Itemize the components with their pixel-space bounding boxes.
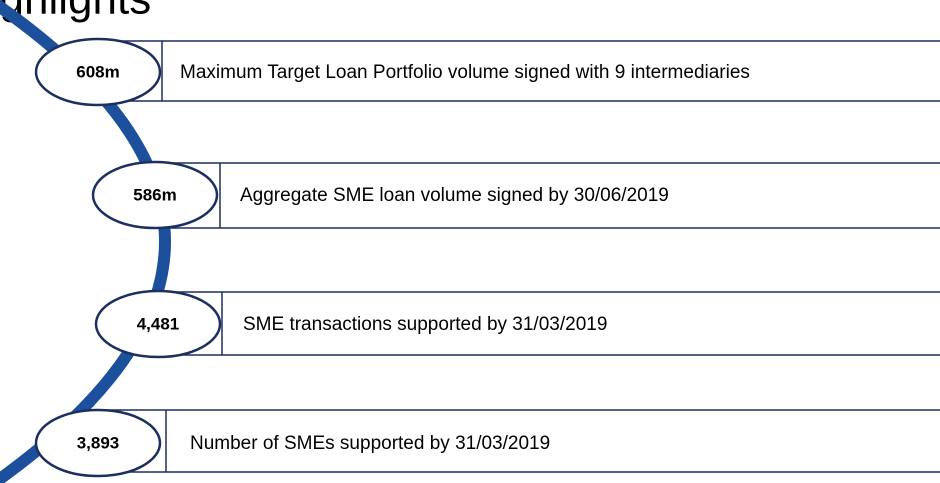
value: 4,481 <box>137 314 180 333</box>
value-bubble <box>91 160 219 230</box>
value-bubble <box>34 37 162 107</box>
description: Maximum Target Loan Portfolio volume sig… <box>180 62 750 83</box>
value: 3,893 <box>77 433 120 452</box>
value-bubble <box>34 408 162 478</box>
description: Number of SMEs supported by 31/03/2019 <box>190 433 550 454</box>
description: Aggregate SME loan volume signed by 30/0… <box>240 185 669 206</box>
description: SME transactions supported by 31/03/2019 <box>243 314 607 335</box>
title: Highlights <box>0 0 151 24</box>
value: 586m <box>133 185 176 204</box>
value-bubble <box>94 289 222 359</box>
value: 608m <box>76 62 119 81</box>
